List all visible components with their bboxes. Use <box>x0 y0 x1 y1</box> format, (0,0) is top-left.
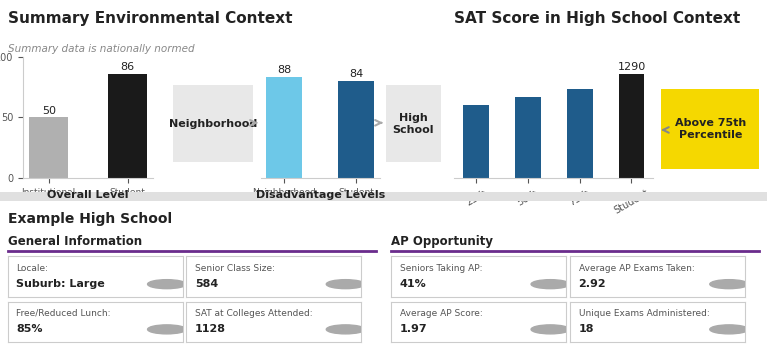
Text: Neighborhood: Neighborhood <box>169 119 257 129</box>
Text: 50: 50 <box>41 106 56 116</box>
Text: 1290: 1290 <box>617 62 646 72</box>
Text: General Information: General Information <box>8 235 142 248</box>
Circle shape <box>326 280 365 289</box>
Text: 18: 18 <box>578 324 594 334</box>
Text: Suburb: Large: Suburb: Large <box>16 279 105 289</box>
Text: Free/Reduced Lunch:: Free/Reduced Lunch: <box>16 309 111 318</box>
Text: Unique Exams Administered:: Unique Exams Administered: <box>578 309 709 318</box>
Bar <box>266 77 302 178</box>
Text: 85%: 85% <box>16 324 43 334</box>
Bar <box>108 74 147 178</box>
Text: i: i <box>728 325 730 334</box>
Bar <box>338 81 374 178</box>
Circle shape <box>147 280 186 289</box>
Text: Summary Environmental Context: Summary Environmental Context <box>8 11 292 26</box>
Text: AP Opportunity: AP Opportunity <box>391 235 493 248</box>
Circle shape <box>531 325 570 334</box>
Text: Seniors Taking AP:: Seniors Taking AP: <box>400 264 482 273</box>
Text: 1128: 1128 <box>195 324 226 334</box>
Bar <box>29 117 68 178</box>
Text: Example High School: Example High School <box>8 212 172 226</box>
Circle shape <box>709 280 749 289</box>
Bar <box>463 105 489 178</box>
Circle shape <box>531 280 570 289</box>
Text: High
School: High School <box>393 113 434 135</box>
Text: 41%: 41% <box>400 279 426 289</box>
Text: 84: 84 <box>349 69 364 79</box>
Circle shape <box>326 325 365 334</box>
Text: i: i <box>344 325 347 334</box>
Circle shape <box>709 325 749 334</box>
Text: i: i <box>166 280 168 289</box>
Text: i: i <box>166 325 168 334</box>
Bar <box>567 89 593 178</box>
Text: Locale:: Locale: <box>16 264 48 273</box>
Text: Average AP Exams Taken:: Average AP Exams Taken: <box>578 264 694 273</box>
Text: 88: 88 <box>277 65 291 75</box>
Text: i: i <box>728 280 730 289</box>
Text: Senior Class Size:: Senior Class Size: <box>195 264 275 273</box>
Text: 2.92: 2.92 <box>578 279 606 289</box>
Text: 1.97: 1.97 <box>400 324 427 334</box>
Text: Average AP Score:: Average AP Score: <box>400 309 482 318</box>
Text: Summary data is nationally normed: Summary data is nationally normed <box>8 44 194 54</box>
Text: i: i <box>344 280 347 289</box>
Text: 86: 86 <box>120 62 135 72</box>
Text: SAT at Colleges Attended:: SAT at Colleges Attended: <box>195 309 313 318</box>
Text: Overall Level: Overall Level <box>48 190 129 200</box>
Text: Disadvantage Levels: Disadvantage Levels <box>256 190 385 200</box>
Text: 584: 584 <box>195 279 219 289</box>
Bar <box>515 97 541 178</box>
Text: SAT Score in High School Context: SAT Score in High School Context <box>454 11 740 26</box>
Bar <box>618 74 644 178</box>
Text: Above 75th
Percentile: Above 75th Percentile <box>675 118 746 140</box>
Text: i: i <box>549 280 551 289</box>
Text: i: i <box>549 325 551 334</box>
Circle shape <box>147 325 186 334</box>
